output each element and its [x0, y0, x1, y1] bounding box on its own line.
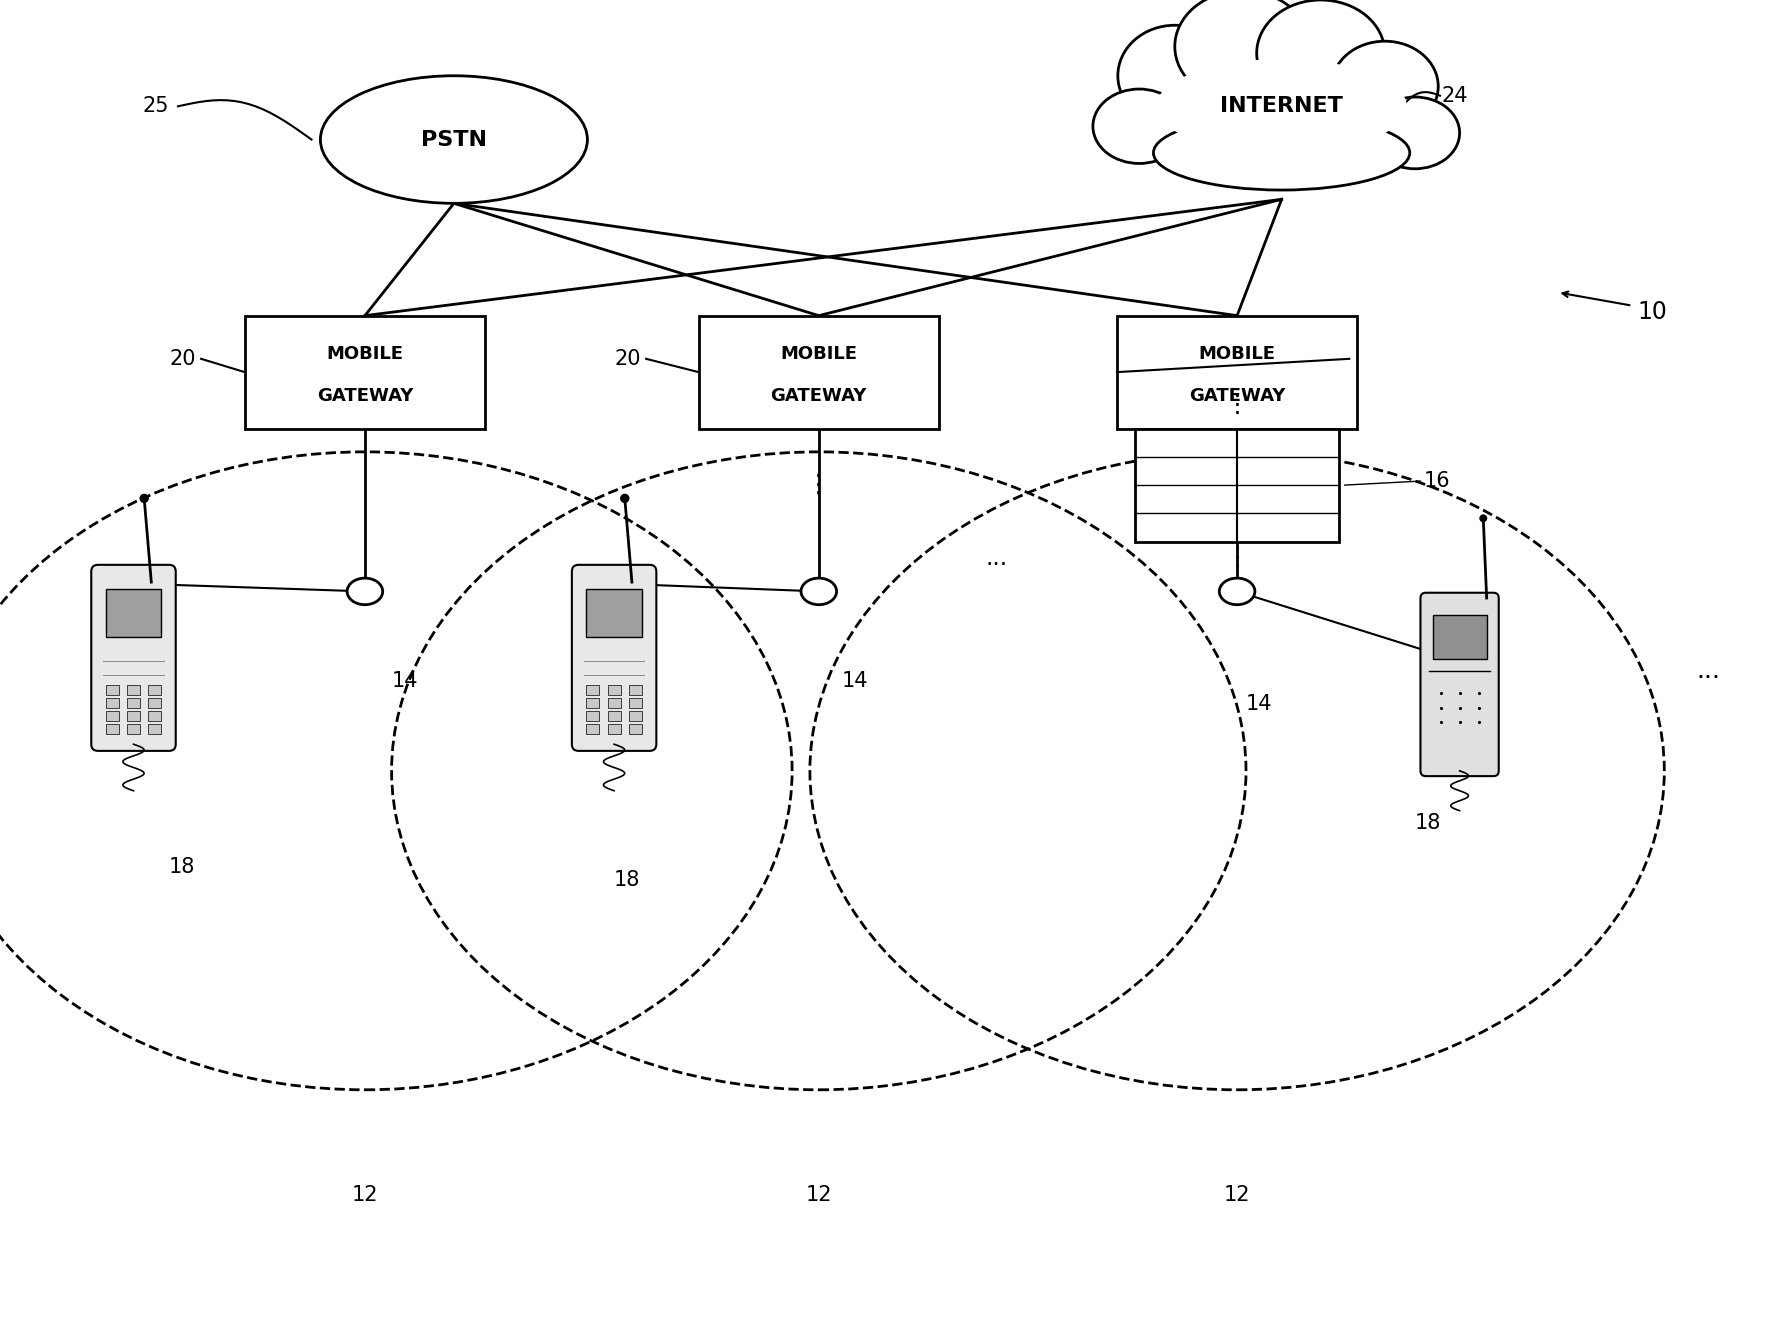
Ellipse shape	[1331, 41, 1438, 132]
Ellipse shape	[347, 578, 383, 605]
Ellipse shape	[1153, 116, 1410, 190]
FancyBboxPatch shape	[148, 698, 162, 708]
Ellipse shape	[1118, 25, 1232, 126]
FancyBboxPatch shape	[148, 711, 162, 720]
Text: 14: 14	[392, 671, 418, 691]
Ellipse shape	[1257, 0, 1385, 106]
Text: MOBILE: MOBILE	[1198, 344, 1276, 363]
Ellipse shape	[1157, 60, 1406, 153]
FancyBboxPatch shape	[105, 698, 119, 708]
Text: GATEWAY: GATEWAY	[1189, 387, 1285, 405]
Ellipse shape	[1219, 578, 1255, 605]
FancyBboxPatch shape	[126, 711, 141, 720]
Text: ...: ...	[1696, 659, 1721, 683]
FancyBboxPatch shape	[91, 565, 176, 751]
Circle shape	[1479, 514, 1488, 522]
Text: 18: 18	[614, 870, 641, 890]
Text: ...: ...	[986, 546, 1007, 570]
Ellipse shape	[1257, 0, 1385, 106]
Text: 10: 10	[1638, 300, 1668, 324]
FancyBboxPatch shape	[628, 711, 643, 720]
FancyBboxPatch shape	[105, 723, 119, 734]
Ellipse shape	[320, 76, 587, 203]
FancyBboxPatch shape	[586, 723, 600, 734]
Text: INTERNET: INTERNET	[1219, 96, 1344, 117]
Ellipse shape	[1371, 97, 1460, 169]
Circle shape	[621, 494, 628, 502]
FancyBboxPatch shape	[586, 589, 643, 637]
FancyBboxPatch shape	[571, 565, 657, 751]
Text: GATEWAY: GATEWAY	[317, 387, 413, 405]
FancyBboxPatch shape	[126, 698, 141, 708]
Text: 20: 20	[169, 348, 196, 369]
FancyBboxPatch shape	[148, 723, 162, 734]
Text: MOBILE: MOBILE	[780, 344, 858, 363]
Text: 24: 24	[1442, 85, 1468, 106]
Ellipse shape	[801, 578, 837, 605]
FancyBboxPatch shape	[1420, 593, 1499, 776]
FancyBboxPatch shape	[586, 711, 600, 720]
Text: 16: 16	[1424, 470, 1451, 492]
Text: 20: 20	[614, 348, 641, 369]
Text: 14: 14	[1246, 694, 1273, 714]
Text: ⋮: ⋮	[806, 473, 831, 497]
FancyBboxPatch shape	[1118, 316, 1356, 428]
FancyBboxPatch shape	[105, 684, 119, 695]
FancyBboxPatch shape	[586, 698, 600, 708]
FancyBboxPatch shape	[1433, 615, 1486, 659]
Text: ⋮: ⋮	[1225, 393, 1250, 417]
FancyBboxPatch shape	[607, 711, 621, 720]
Circle shape	[141, 494, 148, 502]
FancyBboxPatch shape	[700, 316, 940, 428]
FancyBboxPatch shape	[607, 684, 621, 695]
FancyBboxPatch shape	[244, 316, 484, 428]
Text: 25: 25	[142, 96, 169, 117]
Text: GATEWAY: GATEWAY	[771, 387, 867, 405]
Text: 18: 18	[1415, 813, 1442, 833]
Text: 14: 14	[842, 671, 869, 691]
FancyBboxPatch shape	[1136, 428, 1340, 542]
FancyBboxPatch shape	[586, 684, 600, 695]
Text: 12: 12	[352, 1185, 377, 1205]
Ellipse shape	[1371, 97, 1460, 169]
Text: ⋮: ⋮	[1225, 546, 1250, 570]
FancyBboxPatch shape	[126, 723, 141, 734]
FancyBboxPatch shape	[126, 684, 141, 695]
FancyBboxPatch shape	[628, 684, 643, 695]
Ellipse shape	[1093, 89, 1185, 163]
Text: 12: 12	[1225, 1185, 1250, 1205]
FancyBboxPatch shape	[105, 711, 119, 720]
Ellipse shape	[1175, 0, 1310, 102]
FancyBboxPatch shape	[607, 698, 621, 708]
Ellipse shape	[1093, 89, 1185, 163]
Text: 12: 12	[806, 1185, 831, 1205]
Ellipse shape	[1118, 25, 1232, 126]
Text: 20: 20	[1317, 348, 1344, 369]
FancyBboxPatch shape	[148, 684, 162, 695]
Ellipse shape	[1331, 41, 1438, 132]
FancyBboxPatch shape	[607, 723, 621, 734]
Ellipse shape	[1153, 116, 1410, 190]
Text: PSTN: PSTN	[420, 129, 488, 150]
FancyBboxPatch shape	[628, 723, 643, 734]
Text: 18: 18	[169, 857, 196, 877]
Text: MOBILE: MOBILE	[326, 344, 404, 363]
FancyBboxPatch shape	[628, 698, 643, 708]
FancyBboxPatch shape	[105, 589, 162, 637]
Ellipse shape	[1175, 0, 1310, 102]
